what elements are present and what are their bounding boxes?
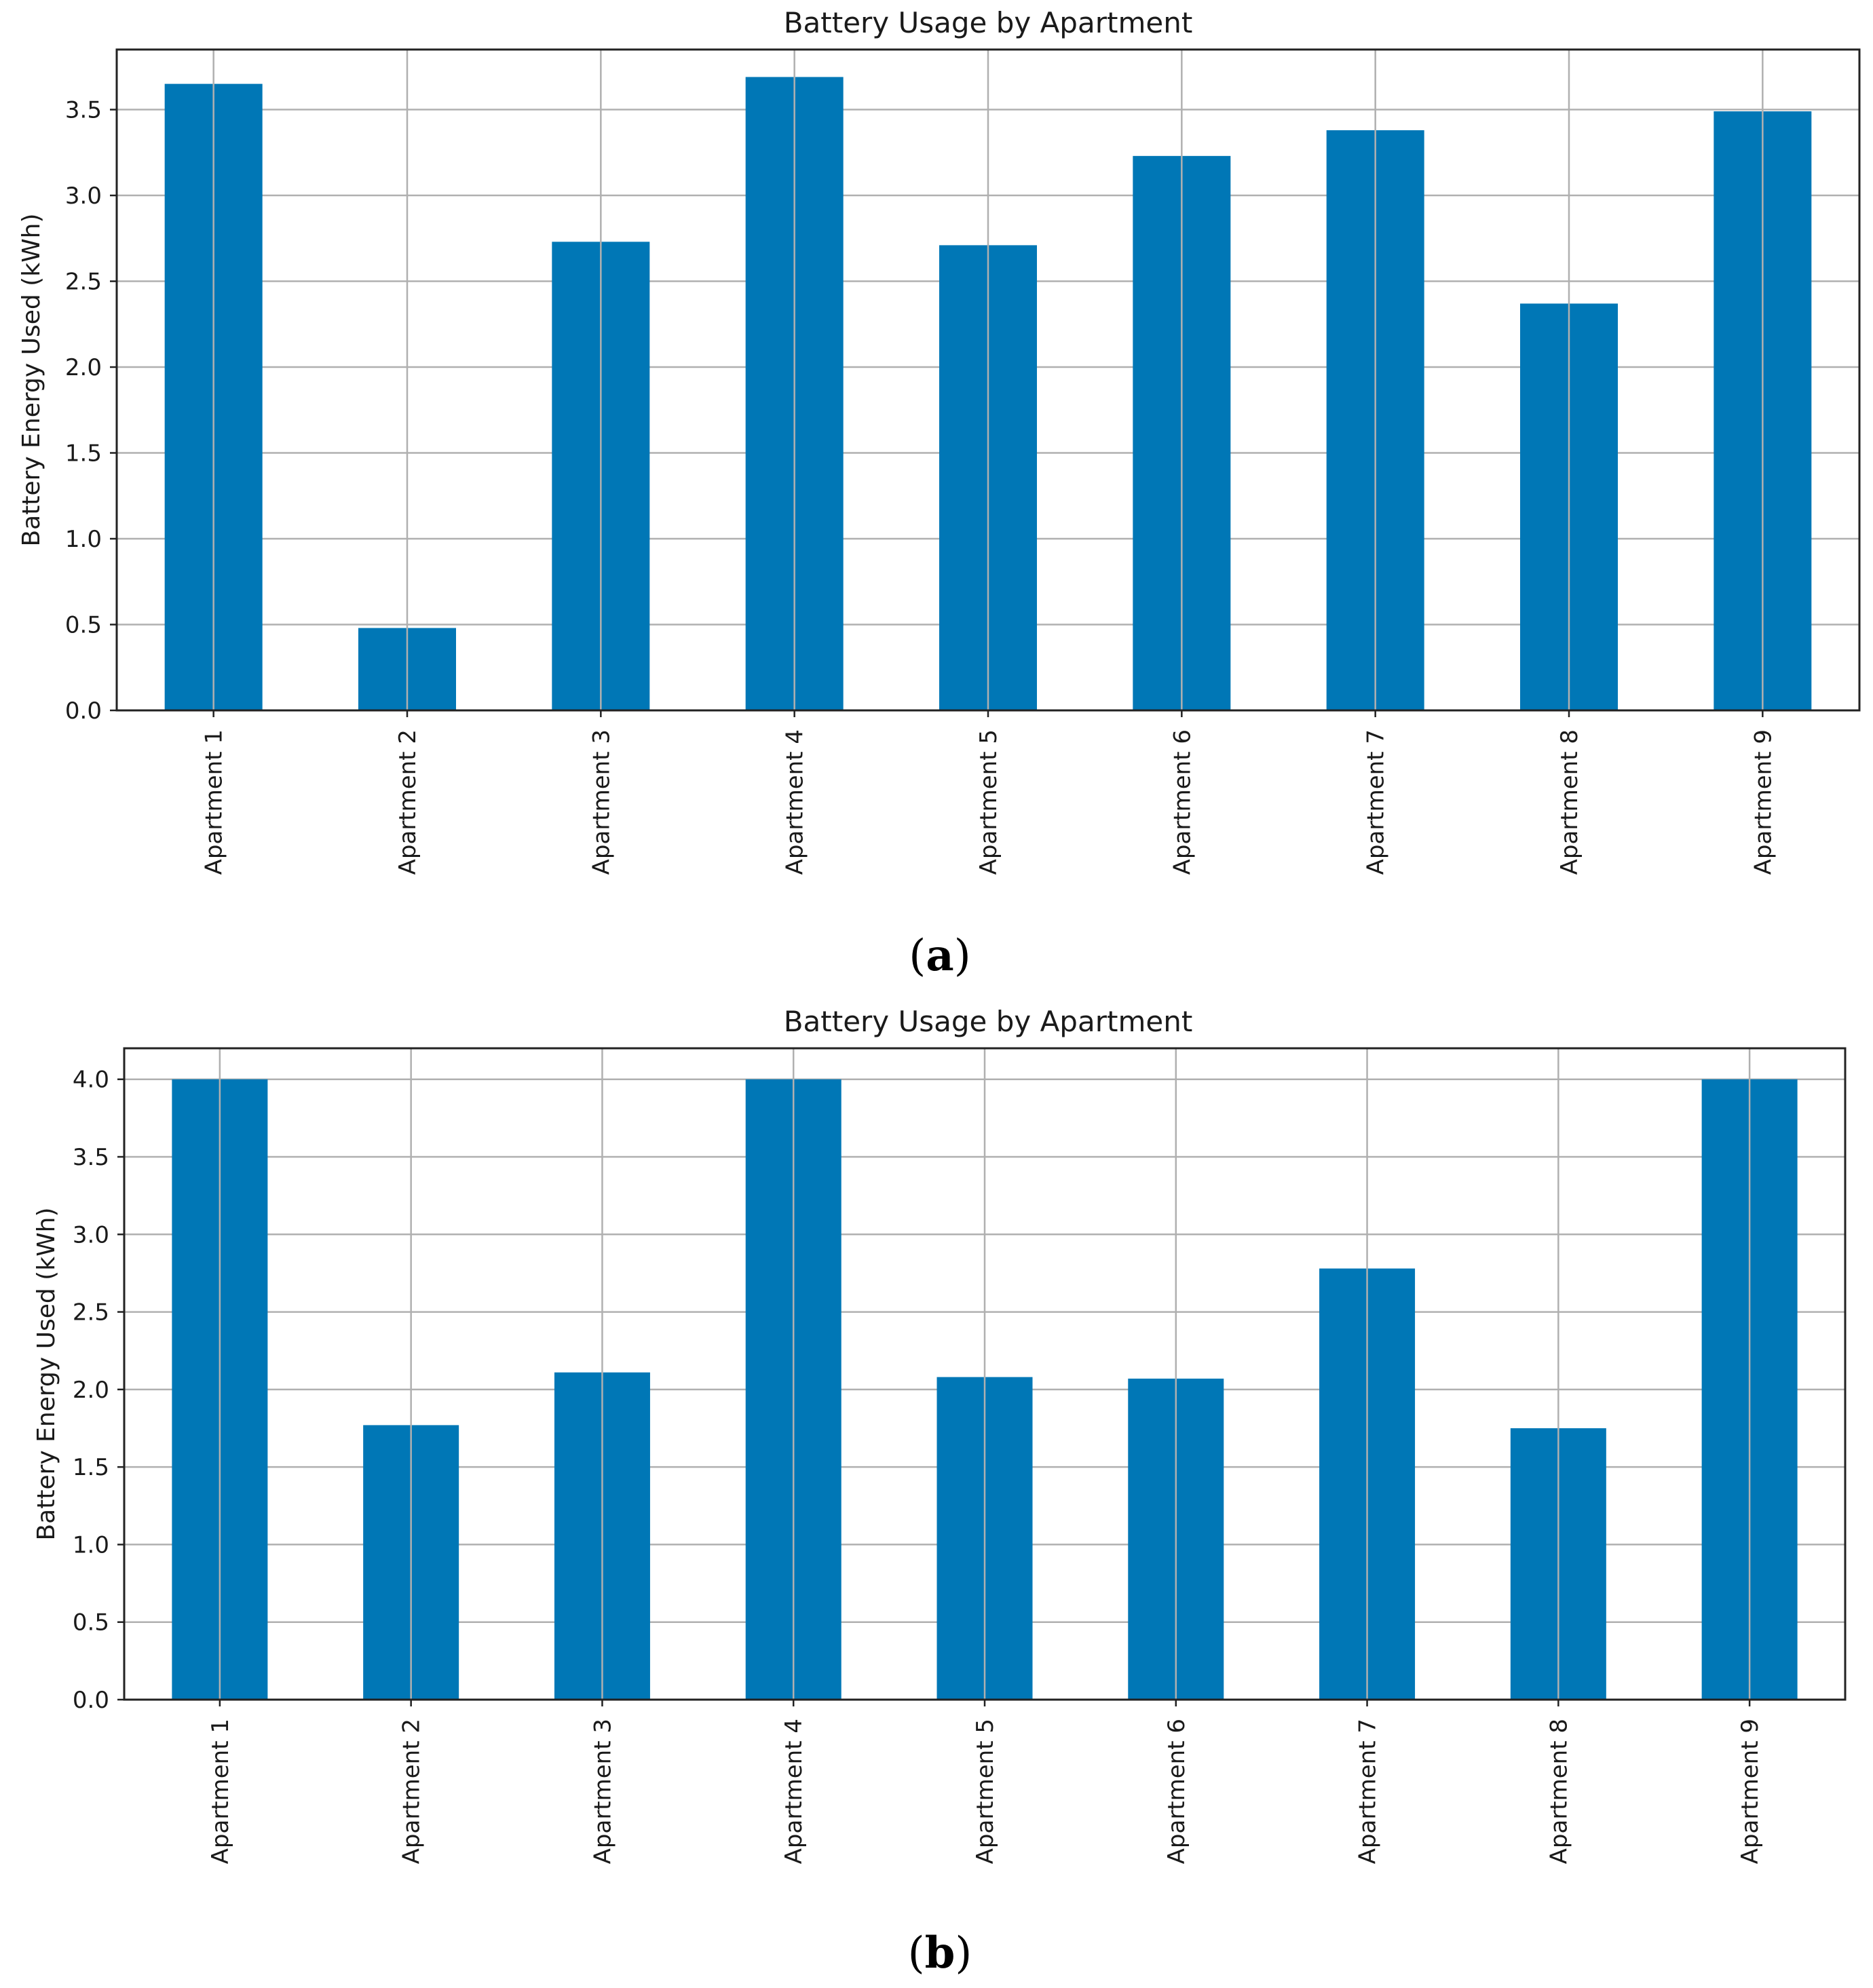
y-tick-label: 3.5 xyxy=(73,1144,109,1171)
x-tick-label: Apartment 9 xyxy=(1749,729,1777,875)
x-tick-label: Apartment 5 xyxy=(975,729,1002,875)
x-tick-label: Apartment 8 xyxy=(1545,1719,1572,1864)
x-tick-label: Apartment 1 xyxy=(201,729,228,875)
chart-panel-a: Battery Usage by Apartment 0.0 0.5 1.0 1.5 2… xyxy=(18,6,1861,875)
panel-label-a: (a) xyxy=(909,930,970,981)
vertical-gridlines xyxy=(212,50,1764,710)
panel-label-b: (b) xyxy=(908,1928,972,1979)
y-tick-label: 0.5 xyxy=(73,1609,109,1637)
y-tick-label: 0.0 xyxy=(73,1687,109,1714)
y-tick-label: 2.0 xyxy=(65,354,102,381)
y-tick-label: 3.0 xyxy=(65,183,102,210)
y-axis-label: Battery Energy Used (kWh) xyxy=(33,1207,60,1540)
x-tick-label: Apartment 7 xyxy=(1355,1719,1382,1864)
y-tick-label: 2.0 xyxy=(73,1377,109,1404)
y-tick-label: 1.5 xyxy=(73,1454,109,1481)
x-axis-ticks: Apartment 1 Apartment 2 Apartment 3 Apartme… xyxy=(207,1700,1764,1864)
y-tick-label: 0.5 xyxy=(65,612,102,639)
chart-title: Battery Usage by Apartment xyxy=(784,6,1193,39)
x-tick-label: Apartment 2 xyxy=(394,729,421,875)
x-tick-label: Apartment 3 xyxy=(589,1719,616,1864)
y-tick-label: 2.5 xyxy=(65,269,102,296)
x-tick-label: Apartment 6 xyxy=(1163,1719,1190,1864)
y-tick-label: 2.5 xyxy=(73,1299,109,1326)
x-tick-label: Apartment 4 xyxy=(782,729,809,875)
y-tick-label: 4.0 xyxy=(73,1067,109,1094)
y-axis-ticks: 0.0 0.5 1.0 1.5 2.0 2.5 3.0 3.5 xyxy=(65,97,117,725)
y-axis-ticks: 0.0 0.5 1.0 1.5 2.0 2.5 3.0 3.5 4.0 xyxy=(73,1067,124,1714)
y-tick-label: 1.5 xyxy=(65,440,102,467)
y-tick-label: 3.5 xyxy=(65,97,102,124)
y-tick-label: 3.0 xyxy=(73,1221,109,1248)
x-axis-ticks: Apartment 1 Apartment 2 Apartment 3 Apartme… xyxy=(201,710,1777,875)
x-tick-label: Apartment 4 xyxy=(780,1719,808,1864)
x-tick-label: Apartment 9 xyxy=(1737,1719,1764,1864)
x-tick-label: Apartment 3 xyxy=(588,729,615,875)
x-tick-label: Apartment 8 xyxy=(1556,729,1583,875)
y-tick-label: 1.0 xyxy=(73,1531,109,1559)
x-tick-label: Apartment 7 xyxy=(1363,729,1390,875)
x-tick-label: Apartment 6 xyxy=(1169,729,1196,875)
y-tick-label: 0.0 xyxy=(65,697,102,725)
x-tick-label: Apartment 5 xyxy=(972,1719,999,1864)
vertical-gridlines xyxy=(219,1048,1751,1700)
y-tick-label: 1.0 xyxy=(65,526,102,553)
x-tick-label: Apartment 2 xyxy=(398,1719,425,1864)
chart-title: Battery Usage by Apartment xyxy=(784,1005,1193,1038)
chart-panel-b: Battery Usage by Apartment 0.0 0.5 1.0 1.5 2… xyxy=(33,1005,1847,1864)
y-axis-label: Battery Energy Used (kWh) xyxy=(18,213,45,546)
x-tick-label: Apartment 1 xyxy=(207,1719,234,1864)
